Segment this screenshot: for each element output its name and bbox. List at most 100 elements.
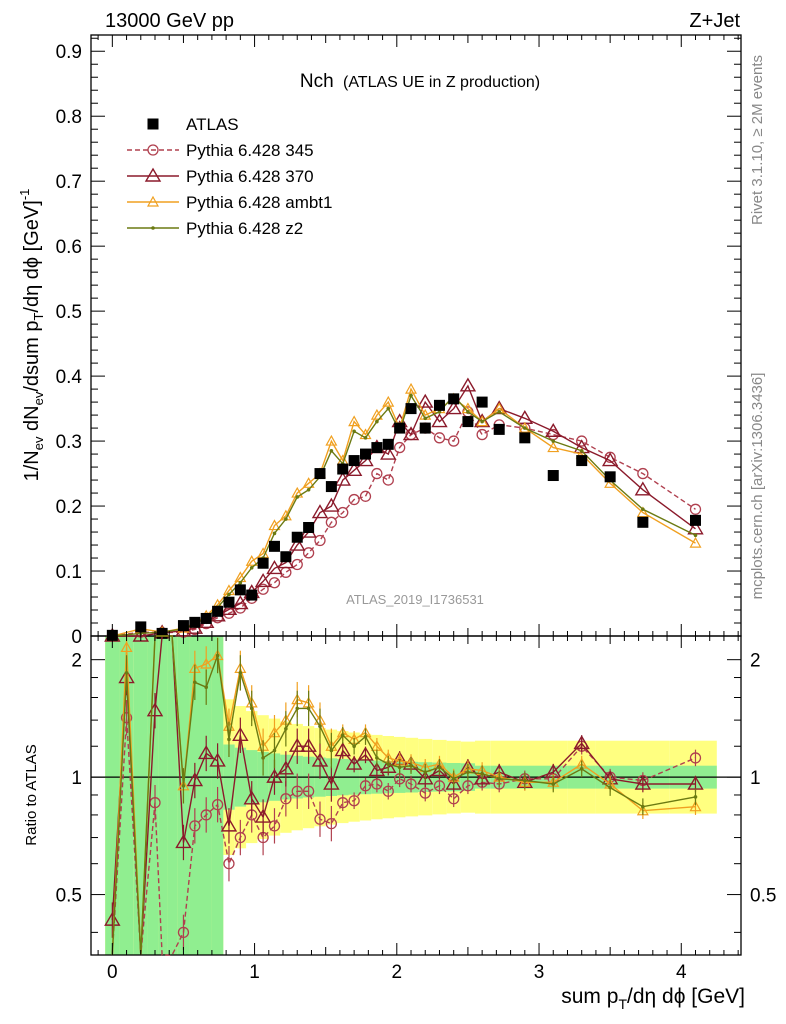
data-point [177, 620, 189, 632]
ratio-point [181, 784, 186, 788]
series-point [323, 497, 340, 512]
series-point [382, 474, 394, 486]
series-point [223, 607, 235, 619]
series-point [431, 413, 448, 428]
mcplots-label: mcplots.cern.ch [arXiv:1306.3436] [749, 373, 766, 600]
ratio-point [405, 778, 417, 790]
data-point [303, 521, 315, 533]
series-point [245, 555, 258, 566]
series-point [459, 377, 477, 392]
series-point [437, 410, 442, 414]
ratio-point [249, 706, 254, 711]
series-point [576, 435, 588, 447]
ratio-point [375, 756, 379, 760]
series-point [523, 426, 527, 430]
legend-item: ATLAS [147, 115, 239, 134]
stat-error-band-bin [147, 636, 159, 955]
y-tick-label: 0 [71, 627, 82, 648]
ratio-point [120, 641, 133, 653]
data-point [223, 596, 235, 608]
ratio-y-tick-label: 2 [71, 651, 82, 672]
ratio-point [363, 734, 368, 739]
legend-marker [147, 144, 159, 156]
series-point [476, 415, 489, 427]
legend-label: Pythia 6.428 345 [186, 141, 314, 160]
legend-marker [146, 195, 160, 207]
series-point [409, 393, 413, 398]
series-point [295, 495, 300, 499]
ratio-point [334, 742, 351, 757]
ratio-point [423, 770, 428, 774]
series-point [337, 506, 349, 519]
data-point [246, 589, 258, 601]
ratio-point [641, 804, 645, 809]
series-point [382, 395, 395, 407]
data-point [200, 612, 212, 624]
axis-ticks: 0 1 2 3 4 0 0.1 0.2 0.3 0.4 0.5 0.6 0.7 0.8 0.9 0.5 0.5 1… [56, 35, 776, 983]
ratio-point [268, 820, 281, 832]
series-point [545, 422, 562, 438]
ratio-point [417, 770, 434, 785]
ratio-point [295, 706, 300, 711]
ratio-point [186, 772, 204, 787]
ratio-point [197, 745, 215, 760]
series-point [249, 565, 254, 570]
ratio-point [357, 746, 374, 761]
series-point [268, 577, 281, 589]
series-point [334, 471, 351, 486]
legend-marker [144, 167, 162, 182]
data-point [268, 540, 280, 552]
series-point [445, 400, 462, 415]
series-point [306, 488, 311, 492]
legend-item: Pythia 6.428 z2 [127, 219, 303, 238]
ratio-point [480, 771, 484, 776]
series-point [257, 583, 269, 595]
series-point [289, 536, 306, 551]
series-point [329, 449, 334, 453]
series-point [238, 580, 243, 585]
series-point [280, 566, 292, 578]
series-point [497, 410, 502, 414]
ratio-point [325, 817, 338, 830]
series-layer [104, 377, 704, 956]
legend-item: Pythia 6.428 345 [127, 141, 314, 160]
ratio-point [124, 671, 129, 675]
y-tick-label: 0.3 [56, 432, 82, 453]
legend-label: Pythia 6.428 370 [186, 167, 314, 186]
ratio-point [211, 799, 224, 811]
ratio-point [473, 770, 491, 785]
ratio-point [318, 724, 322, 729]
ratio-point [340, 733, 345, 738]
y-tick-label: 0.8 [56, 107, 82, 128]
ratio-point [689, 800, 702, 812]
ratio-point [234, 831, 246, 844]
series-point [689, 503, 702, 515]
legend-item: Pythia 6.428 370 [127, 167, 314, 186]
ratio-point [289, 737, 306, 752]
ratio-point [368, 762, 386, 777]
chart-subtitle: (ATLAS UE in Z production) [343, 74, 540, 91]
series-point [227, 592, 231, 597]
ratio-point [175, 834, 192, 849]
data-point [337, 463, 349, 475]
ratio-point [409, 763, 413, 768]
series-point [345, 461, 363, 477]
data-point [637, 516, 649, 528]
series-point [636, 506, 649, 518]
ratio-point [300, 737, 317, 752]
x-tick-label: 3 [534, 962, 545, 983]
series-point [371, 467, 383, 480]
chart-title-group: Nch (ATLAS UE in Z production) [300, 71, 540, 92]
series-point [637, 467, 649, 480]
y-tick-label: 0.6 [56, 237, 82, 258]
ratio-y-tick-label-right: 0.5 [750, 886, 776, 907]
main-y-axis-title: 1/Nev dNev/dsum pT/dη dϕ [GeV]-1 [17, 189, 46, 482]
series-point [641, 507, 645, 512]
ratio-point [272, 748, 277, 753]
ratio-y-tick-label-right: 1 [750, 768, 761, 789]
series-point [551, 439, 556, 443]
legend-label: Pythia 6.428 ambt1 [186, 193, 332, 212]
series-point [268, 519, 281, 531]
series-point [579, 449, 584, 453]
series-point [291, 558, 303, 571]
